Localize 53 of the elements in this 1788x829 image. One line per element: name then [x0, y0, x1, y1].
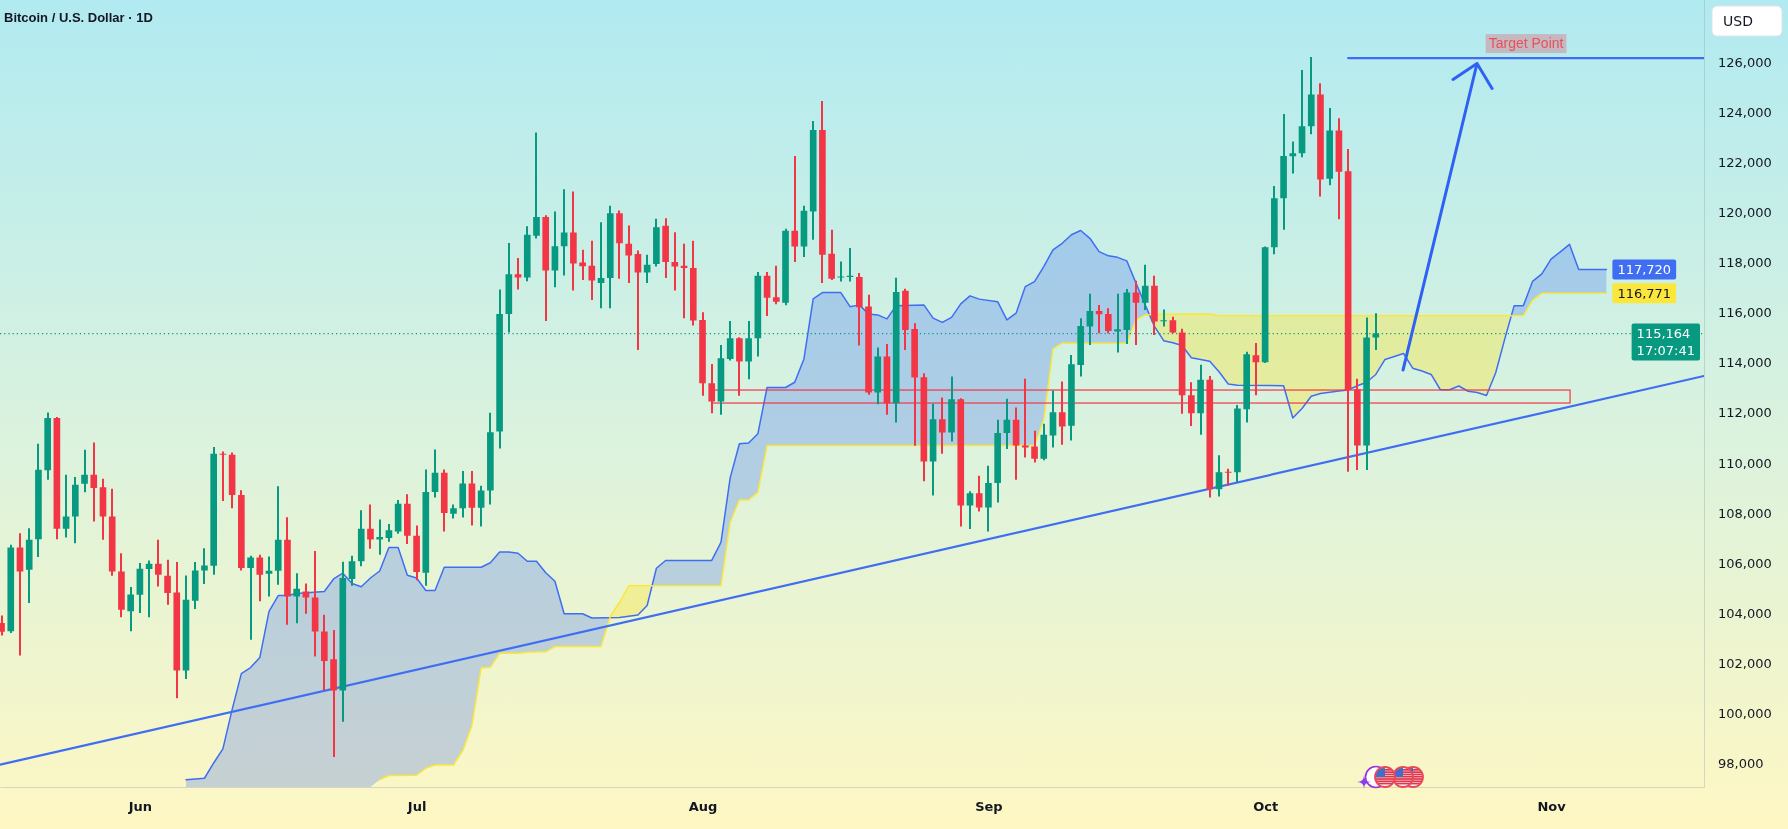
candlestick [293, 573, 300, 624]
y-tick-label: 114,000 [1718, 355, 1772, 371]
candlestick [671, 232, 679, 291]
candlestick [938, 397, 946, 454]
candlestick [247, 555, 254, 640]
candlestick [772, 265, 780, 305]
candlestick [1289, 141, 1297, 174]
candlestick [145, 560, 153, 618]
y-axis-title: USD [1723, 12, 1753, 29]
x-tick-label: Aug [688, 799, 718, 815]
y-tick-label: 112,000 [1718, 405, 1772, 421]
y-tick-label: 120,000 [1718, 205, 1772, 221]
y-tick-label: 98,000 [1718, 755, 1764, 771]
y-tick-label: 110,000 [1718, 455, 1772, 471]
y-tick-label: 108,000 [1718, 505, 1772, 521]
candlestick [597, 222, 605, 309]
candlestick [265, 556, 273, 597]
y-tick-label: 122,000 [1718, 155, 1772, 171]
y-tick-label: 126,000 [1718, 54, 1772, 70]
y-tick-label: 118,000 [1718, 255, 1772, 271]
candlestick [846, 248, 854, 282]
candlestick [625, 225, 633, 284]
candlestick [1022, 378, 1029, 458]
annotation: 17:07:41 [1636, 343, 1695, 359]
candlestick [514, 258, 522, 290]
candlestick [81, 449, 88, 493]
data-label: 117,720 [1617, 262, 1672, 278]
y-tick-label: 104,000 [1718, 605, 1772, 621]
data-label: 116,771 [1617, 285, 1672, 301]
candlestick [791, 155, 799, 263]
candlestick [1114, 293, 1121, 353]
candlestick [680, 243, 688, 319]
y-tick-label: 116,000 [1718, 305, 1772, 321]
ref-line-label: 115,164 [1636, 326, 1691, 342]
y-tick-label: 106,000 [1718, 555, 1772, 571]
x-tick-label: Nov [1537, 799, 1567, 815]
candlestick [837, 261, 845, 282]
x-tick-label: Oct [1253, 799, 1279, 815]
candlestick [376, 519, 384, 555]
x-tick-label: Jul [406, 799, 427, 815]
y-tick-label: 102,000 [1718, 655, 1772, 671]
candlestick [1224, 468, 1232, 486]
text: Bitcoin / U.S. Dollar · 1D [4, 10, 153, 25]
candlestick [201, 548, 208, 584]
candlestick [90, 442, 98, 522]
x-tick-label: Sep [975, 799, 1003, 815]
candlestick [1058, 381, 1066, 445]
candlestick [219, 451, 227, 501]
candlestick [533, 132, 540, 239]
y-tick-label: 100,000 [1718, 705, 1772, 721]
y-tick-label: 124,000 [1718, 105, 1772, 121]
candlestick [1160, 309, 1167, 327]
x-tick-label: Jun [127, 799, 153, 815]
